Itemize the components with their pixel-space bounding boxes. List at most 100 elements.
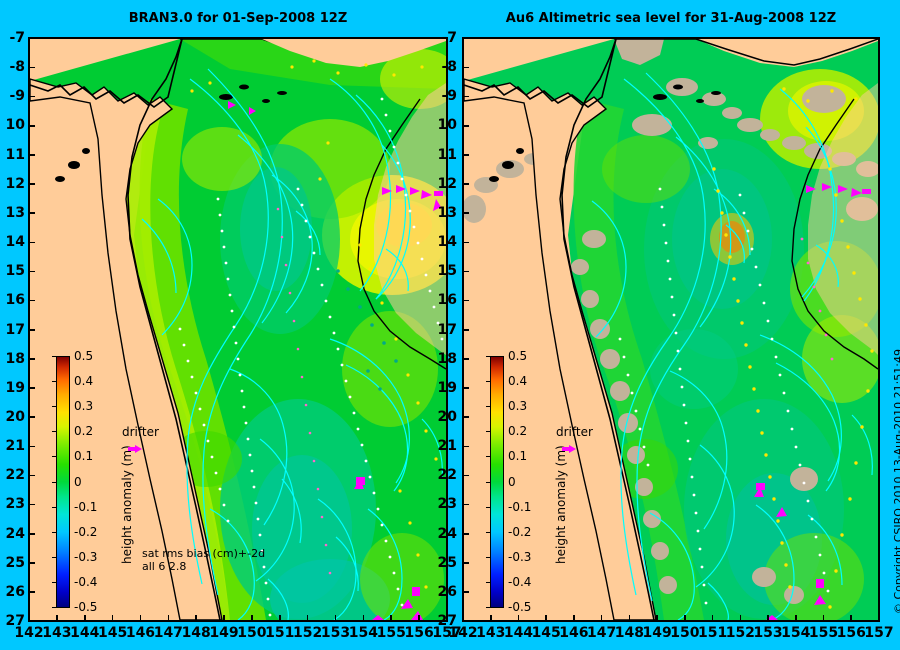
y-tickmark	[28, 533, 35, 535]
y-tick-label: 20	[5, 408, 25, 425]
y-tickmark	[28, 387, 35, 389]
x-tickmark	[446, 615, 448, 622]
y-tickmark	[462, 416, 469, 419]
y-tickmark	[28, 183, 35, 185]
colorbar-tick: -0.1	[74, 500, 98, 514]
x-tick-label: 144	[70, 625, 100, 641]
colorbar-gradient-right	[490, 356, 504, 608]
y-tickmark	[28, 562, 35, 564]
x-tick-label: 148	[181, 625, 211, 641]
y-tick-label: 23	[5, 496, 25, 513]
x-tickmark	[711, 615, 714, 622]
y-tickmark	[28, 358, 35, 360]
y-tickmark	[28, 270, 35, 273]
x-tickmark	[489, 615, 492, 622]
y-tickmark	[462, 533, 469, 535]
colorbar-axis-label: height anomaly (m)	[554, 445, 568, 564]
y-tickmark	[462, 329, 469, 331]
x-tickmark	[251, 615, 253, 622]
x-tickmark	[517, 615, 520, 622]
x-tick-label: 151	[697, 625, 728, 641]
x-tickmark	[600, 615, 603, 622]
colorbar-tick: 0.3	[508, 399, 528, 413]
y-tickmark	[462, 474, 469, 477]
x-tick-label: 149	[209, 625, 239, 641]
x-tickmark	[362, 615, 365, 622]
x-tick-label: 149	[642, 625, 672, 641]
x-tickmark	[223, 615, 225, 622]
y-tickmark	[462, 562, 469, 564]
y-tick-label: 17	[5, 321, 25, 338]
colorbar-tick: -0.4	[74, 575, 98, 589]
y-tick-label: 24	[437, 525, 457, 542]
y-tick-label: -9	[9, 88, 25, 105]
x-tick-label: 157	[432, 625, 462, 641]
y-tick-label: -8	[9, 59, 25, 76]
x-tick-label: 147	[587, 625, 617, 641]
map-panel-right[interactable]: 0.5 0.4 0.3 0.2 0.1 0 -0.1 -0.2 -0.3 -0.…	[462, 37, 880, 622]
x-tick-label: 150	[670, 625, 700, 641]
x-tick-label: 155	[808, 625, 839, 641]
y-tick-label: 13	[5, 204, 25, 221]
drifter-arrows-left	[228, 101, 443, 620]
x-tickmark	[306, 615, 309, 622]
y-tick-label: 11	[437, 146, 457, 163]
y-tickmark	[462, 620, 469, 623]
y-tick-label: 18	[437, 350, 457, 367]
y-tickmark	[28, 37, 35, 40]
y-tickmark	[28, 66, 35, 69]
y-tick-label: 23	[437, 496, 457, 513]
x-tick-label: 153	[753, 625, 783, 641]
x-tick-label: 142	[14, 625, 44, 641]
x-tickmark	[139, 615, 142, 622]
x-tick-label: 156	[404, 625, 434, 641]
x-tick-label: 154	[348, 625, 378, 641]
x-tickmark	[822, 615, 825, 622]
y-tickmark	[462, 212, 469, 214]
x-tickmark	[56, 615, 58, 622]
colorbar-tick: 0	[508, 475, 516, 489]
map-panel-left[interactable]: 0.5 0.4 0.3 0.2 0.1 0 -0.1 -0.2 -0.3 -0.…	[28, 37, 448, 622]
y-tickmark	[28, 503, 35, 506]
y-tick-label: 15	[437, 263, 457, 280]
y-tick-label: 24	[5, 525, 25, 542]
x-tickmark	[878, 615, 880, 622]
x-tick-label: 152	[293, 625, 323, 641]
x-tickmark	[739, 615, 742, 622]
colorbar-tick: 0.2	[74, 424, 94, 438]
coastline-outline-right	[464, 78, 657, 620]
colorbar-tick: -0.3	[508, 550, 532, 564]
x-tickmark	[795, 615, 797, 622]
y-tick-label: 27	[437, 613, 457, 629]
x-tick-label: 142	[448, 625, 478, 641]
x-tickmark	[545, 615, 547, 622]
x-tick-label: 144	[503, 625, 534, 641]
y-tick-label: 14	[5, 234, 25, 251]
y-tickmark	[462, 95, 469, 98]
drifter-legend-arrow-left	[128, 439, 144, 458]
y-tick-label: 25	[5, 554, 25, 571]
coastline-outline	[30, 78, 223, 620]
y-tickmark	[462, 154, 469, 156]
y-tick-label: 20	[437, 408, 457, 425]
y-tickmark	[28, 241, 35, 244]
x-tickmark	[334, 615, 337, 622]
x-tick-label: 153	[320, 625, 351, 641]
y-tick-label: 16	[437, 292, 457, 309]
satellite-track-points-left	[178, 59, 444, 617]
y-tickmark	[28, 95, 35, 98]
colorbar-tick: 0.1	[74, 449, 94, 463]
y-tick-label: -7	[441, 30, 457, 46]
x-tickmark	[279, 615, 281, 622]
drifter-legend-label-left: drifter	[122, 425, 159, 439]
x-tick-label: 152	[725, 625, 755, 641]
x-tick-label: 146	[125, 625, 156, 641]
y-tickmark	[28, 124, 35, 127]
x-tick-label: 150	[237, 625, 267, 641]
y-tickmark	[28, 591, 35, 593]
note-line-1: sat rms bias (cm)+-2d	[142, 547, 266, 560]
map-canvas-left	[30, 39, 446, 620]
x-tickmark	[573, 615, 575, 622]
y-tick-label: 25	[437, 554, 457, 571]
y-tick-label: 26	[437, 583, 457, 600]
